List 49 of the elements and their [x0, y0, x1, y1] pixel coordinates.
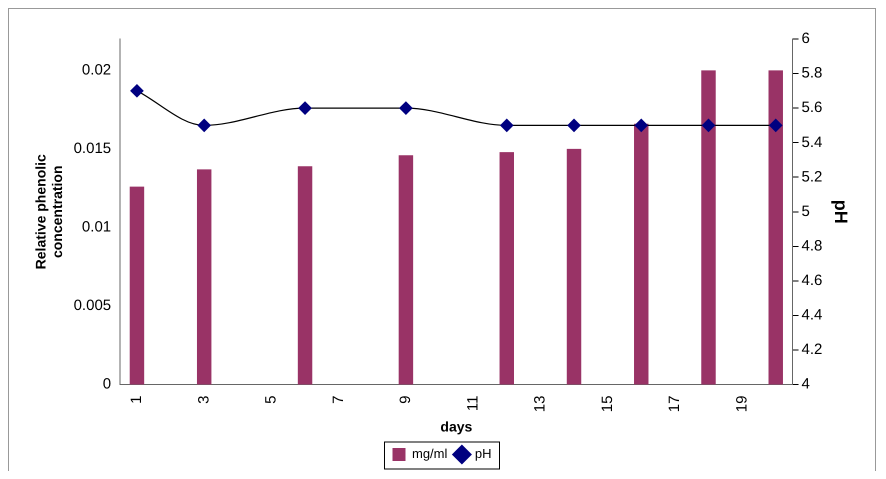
point — [198, 118, 211, 132]
point — [567, 118, 581, 132]
bar — [701, 70, 716, 385]
y2-tick-label: 4.2 — [802, 341, 822, 358]
point — [634, 118, 648, 132]
x-axis-title: days — [440, 418, 473, 434]
point — [130, 84, 144, 98]
x-tick-label: 15 — [598, 396, 616, 412]
bar — [634, 124, 648, 385]
y-tick-label: 0.02 — [82, 62, 112, 79]
bar — [566, 148, 582, 385]
y2-tick-label: 5.6 — [802, 99, 822, 116]
point — [500, 118, 514, 132]
y2-tick-label: 4.6 — [802, 272, 822, 289]
x-tick-label: 13 — [532, 396, 549, 412]
legend-label: mg/ml — [412, 446, 448, 462]
y2-tick-label: 5.4 — [802, 134, 822, 151]
x-tick-label: 9 — [397, 396, 414, 404]
point — [399, 102, 413, 115]
y2-tick-label: 5.2 — [802, 168, 822, 186]
point — [769, 118, 782, 132]
x-tick-label: 1 — [128, 396, 146, 404]
bar — [398, 155, 414, 385]
y2-axis-title: pH — [831, 200, 852, 224]
x-tick-label: 11 — [464, 396, 482, 412]
y2-tick-label: 5.8 — [802, 64, 822, 82]
bar — [298, 166, 312, 385]
x-tick-label: 17 — [666, 396, 684, 412]
x-tick-label: 3 — [195, 396, 212, 404]
point — [298, 102, 312, 115]
x-tick-label: 5 — [262, 396, 280, 404]
y2-tick-label: 4.8 — [802, 237, 822, 254]
point — [702, 118, 716, 132]
bar — [196, 169, 212, 385]
y-tick-label: 0.015 — [74, 140, 112, 158]
bar — [500, 152, 514, 385]
y-tick-label: 0 — [102, 376, 112, 393]
y-tick-label: 0.01 — [82, 218, 112, 236]
y-tick-label: 0.005 — [74, 297, 112, 314]
bar — [768, 70, 783, 385]
y2-tick-label: 5 — [802, 202, 810, 220]
legend-label: pH — [474, 446, 492, 462]
x-tick-label: 7 — [330, 396, 347, 404]
bar — [130, 186, 144, 385]
x-tick-label: 19 — [733, 396, 750, 412]
y2-tick-label: 4 — [802, 376, 810, 393]
y2-tick-label: 6 — [802, 30, 810, 48]
y2-tick-label: 4.4 — [802, 306, 822, 324]
y-axis-title: Relative phenolic concentration — [32, 154, 66, 270]
